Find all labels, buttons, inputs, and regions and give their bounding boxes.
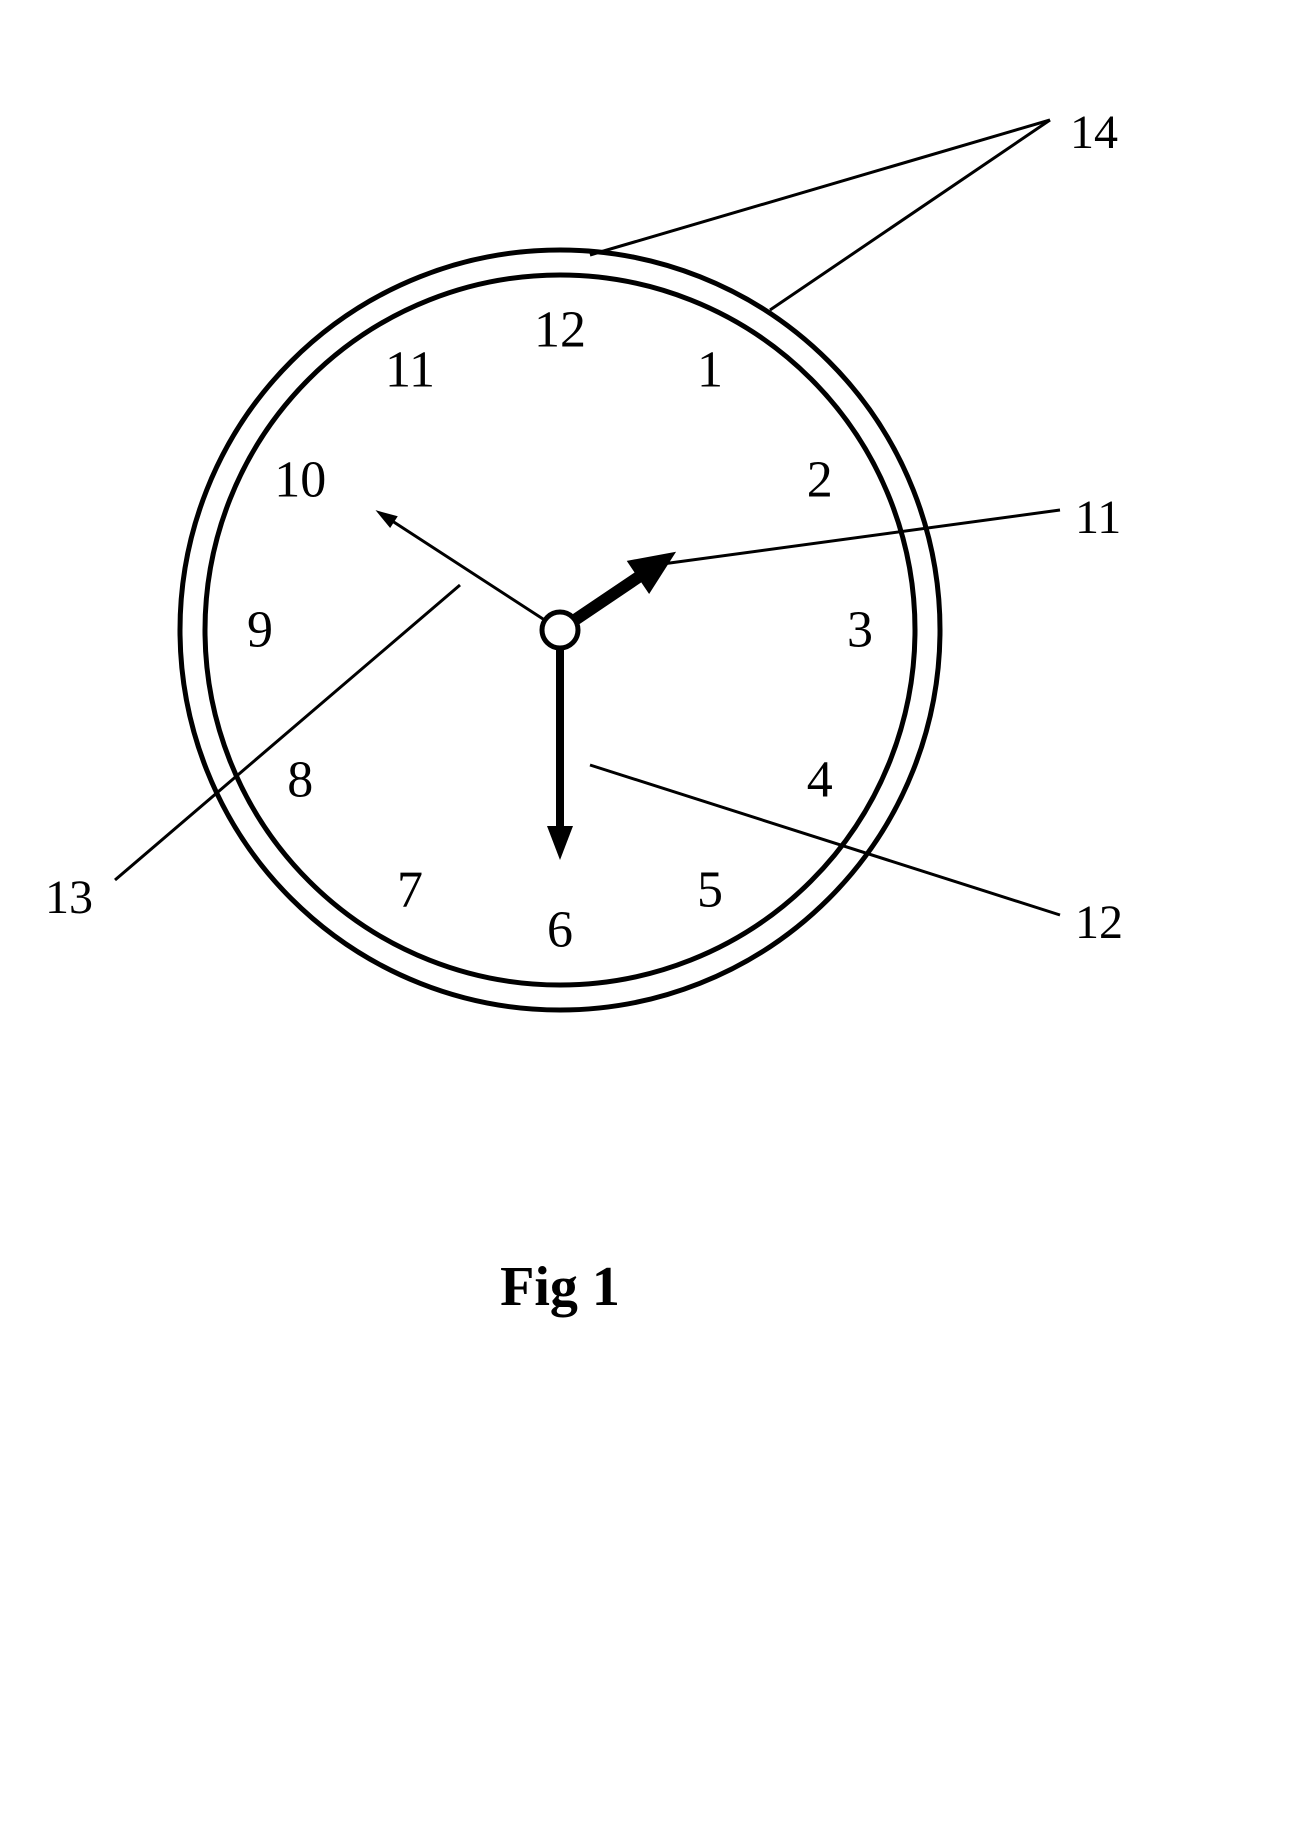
clock-numeral-6: 6 [547,901,573,960]
second-hand-shaft [394,522,560,630]
leader-14-0 [770,120,1050,310]
clock-numeral-7: 7 [397,860,423,919]
figure-canvas: 12123456789101114111213Fig 1 [0,0,1304,1847]
ref-label-11: 11 [1075,490,1121,545]
leader-13-0 [115,585,460,880]
clock-numeral-3: 3 [847,601,873,660]
clock-numeral-1: 1 [697,341,723,400]
clock-numeral-8: 8 [287,751,313,810]
clock-numeral-12: 12 [534,301,586,360]
clock-numeral-10: 10 [274,451,326,510]
leader-11-0 [655,510,1060,565]
leader-14-1 [590,120,1050,255]
figure-caption: Fig 1 [500,1255,620,1319]
second-hand-head [375,510,397,528]
clock-numeral-9: 9 [247,601,273,660]
minute-hand-head [547,826,573,860]
ref-label-12: 12 [1075,895,1123,950]
clock-hub [542,612,578,648]
clock-numeral-5: 5 [697,860,723,919]
clock-numeral-2: 2 [807,451,833,510]
clock-numeral-4: 4 [807,751,833,810]
ref-label-13: 13 [45,870,93,925]
clock-numeral-11: 11 [385,341,435,400]
ref-label-14: 14 [1070,105,1118,160]
